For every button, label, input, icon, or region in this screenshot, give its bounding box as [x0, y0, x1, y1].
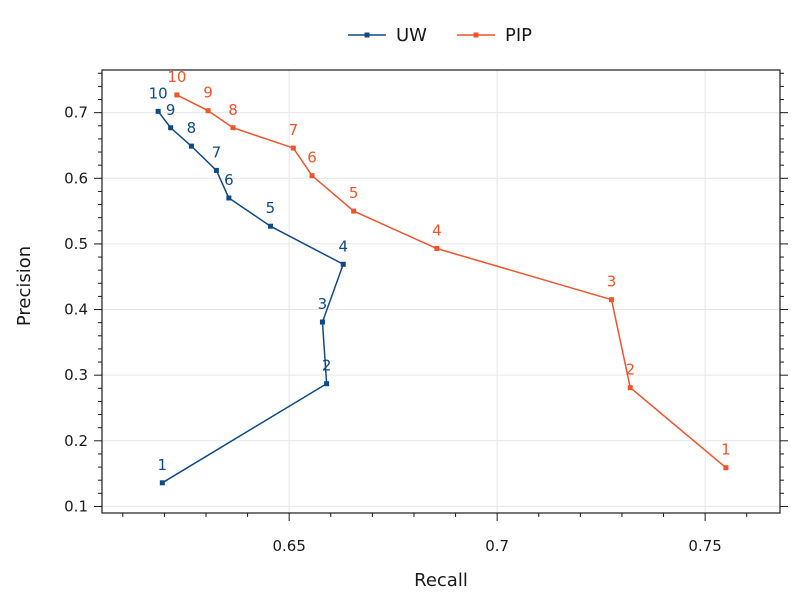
point-label-uw: 1: [158, 456, 168, 474]
data-point-pip: [309, 173, 315, 179]
data-point-pip: [434, 246, 440, 252]
data-point-pip: [290, 145, 296, 151]
legend-label-uw: UW: [396, 25, 427, 46]
point-label-uw: 8: [187, 119, 197, 137]
point-label-uw: 4: [338, 237, 348, 255]
point-label-pip: 9: [203, 84, 213, 102]
data-point-uw: [324, 381, 330, 387]
grid: [102, 70, 780, 513]
point-label-pip: 4: [432, 222, 442, 240]
y-tick-label: 0.4: [64, 301, 88, 319]
point-label-uw: 6: [224, 171, 234, 189]
data-point-pip: [609, 297, 615, 303]
legend-marker-uw: [364, 32, 370, 38]
data-point-uw: [267, 223, 273, 229]
point-label-uw: 2: [322, 357, 332, 375]
y-tick-label: 0.1: [64, 497, 88, 515]
point-label-pip: 3: [607, 273, 617, 291]
data-point-uw: [188, 143, 194, 149]
data-point-pip: [627, 385, 633, 391]
y-tick-label: 0.6: [64, 169, 88, 187]
point-label-uw: 10: [149, 84, 168, 102]
data-point-uw: [213, 167, 219, 173]
data-point-uw: [159, 480, 165, 486]
point-label-pip: 10: [167, 68, 186, 86]
plot-frame: [101, 69, 781, 514]
data-point-pip: [205, 108, 211, 114]
data-point-uw: [226, 195, 232, 201]
y-tick-label: 0.3: [64, 366, 88, 384]
data-point-pip: [723, 465, 729, 471]
axes: 0.1 0.2 0.3 0.4 0.5 0.6 0.7 0.65 0.7 0.75: [64, 69, 788, 555]
legend-marker-pip: [473, 32, 479, 38]
x-tick-label: 0.75: [688, 537, 721, 555]
point-label-pip: 8: [228, 101, 238, 119]
data-point-pip: [230, 125, 236, 131]
data-point-uw: [168, 125, 174, 131]
x-tick-label: 0.7: [485, 537, 509, 555]
data-point-uw: [340, 261, 346, 267]
point-label-pip: 6: [307, 149, 317, 167]
point-label-uw: 9: [166, 101, 176, 119]
y-tick-label: 0.2: [64, 432, 88, 450]
y-tick-label: 0.7: [64, 104, 88, 122]
series-line-pip: [176, 94, 727, 469]
x-tick-label: 0.65: [272, 537, 305, 555]
point-label-pip: 1: [721, 441, 731, 459]
point-label-pip: 5: [349, 184, 359, 202]
point-label-uw: 3: [318, 295, 328, 313]
point-label-pip: 2: [625, 361, 635, 379]
data-point-pip: [174, 92, 180, 98]
x-axis-title: Recall: [414, 570, 468, 591]
data-point-uw: [319, 319, 325, 325]
series-line-uw: [157, 110, 345, 484]
point-label-uw: 5: [266, 199, 276, 217]
legend: UW PIP: [348, 25, 532, 46]
y-axis-title: Precision: [14, 246, 35, 326]
legend-label-pip: PIP: [505, 25, 532, 46]
y-tick-label: 0.5: [64, 235, 88, 253]
point-label-uw: 7: [212, 143, 222, 161]
data-point-pip: [351, 208, 357, 214]
data-point-uw: [155, 108, 161, 114]
point-label-pip: 7: [289, 121, 299, 139]
